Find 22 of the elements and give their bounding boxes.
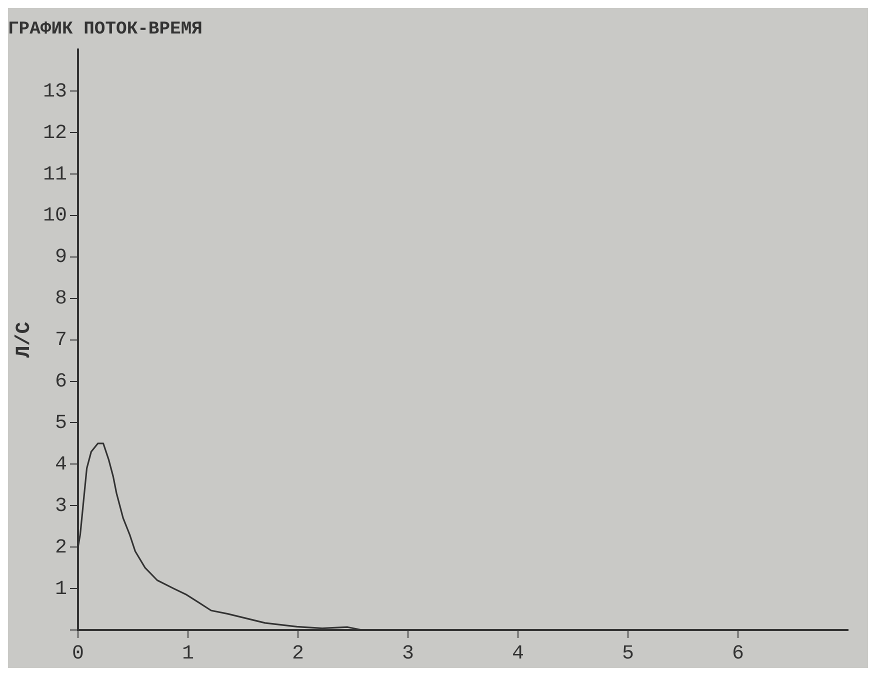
chart-title: ГРАФИК ПОТОК-ВРЕМЯ bbox=[8, 19, 202, 40]
y-axis-title: Л/С bbox=[13, 322, 36, 358]
y-tick-label: 9 bbox=[54, 246, 68, 270]
x-tick-label: 6 bbox=[732, 642, 744, 666]
y-tick-label: 11 bbox=[42, 163, 68, 186]
x-tick-label: 3 bbox=[402, 642, 414, 666]
y-tick-label: 4 bbox=[54, 453, 68, 476]
y-tick-label: 10 bbox=[42, 204, 68, 228]
x-tick-label: 5 bbox=[622, 642, 634, 666]
y-tick-label: 13 bbox=[42, 80, 68, 104]
y-tick-label: 2 bbox=[54, 536, 68, 560]
x-tick-label: 0 bbox=[72, 642, 84, 666]
y-tick-label: 12 bbox=[42, 122, 68, 145]
y-tick-label: 6 bbox=[54, 370, 68, 394]
y-tick-label: 1 bbox=[54, 578, 68, 601]
x-tick-label: 4 bbox=[512, 642, 524, 666]
x-tick-label: 2 bbox=[292, 642, 304, 666]
y-tick-label: 7 bbox=[54, 329, 68, 352]
x-tick-label: 1 bbox=[182, 642, 194, 666]
y-tick-label: 8 bbox=[54, 288, 68, 311]
y-tick-label: 3 bbox=[54, 494, 68, 518]
y-tick-label: 5 bbox=[54, 412, 68, 436]
